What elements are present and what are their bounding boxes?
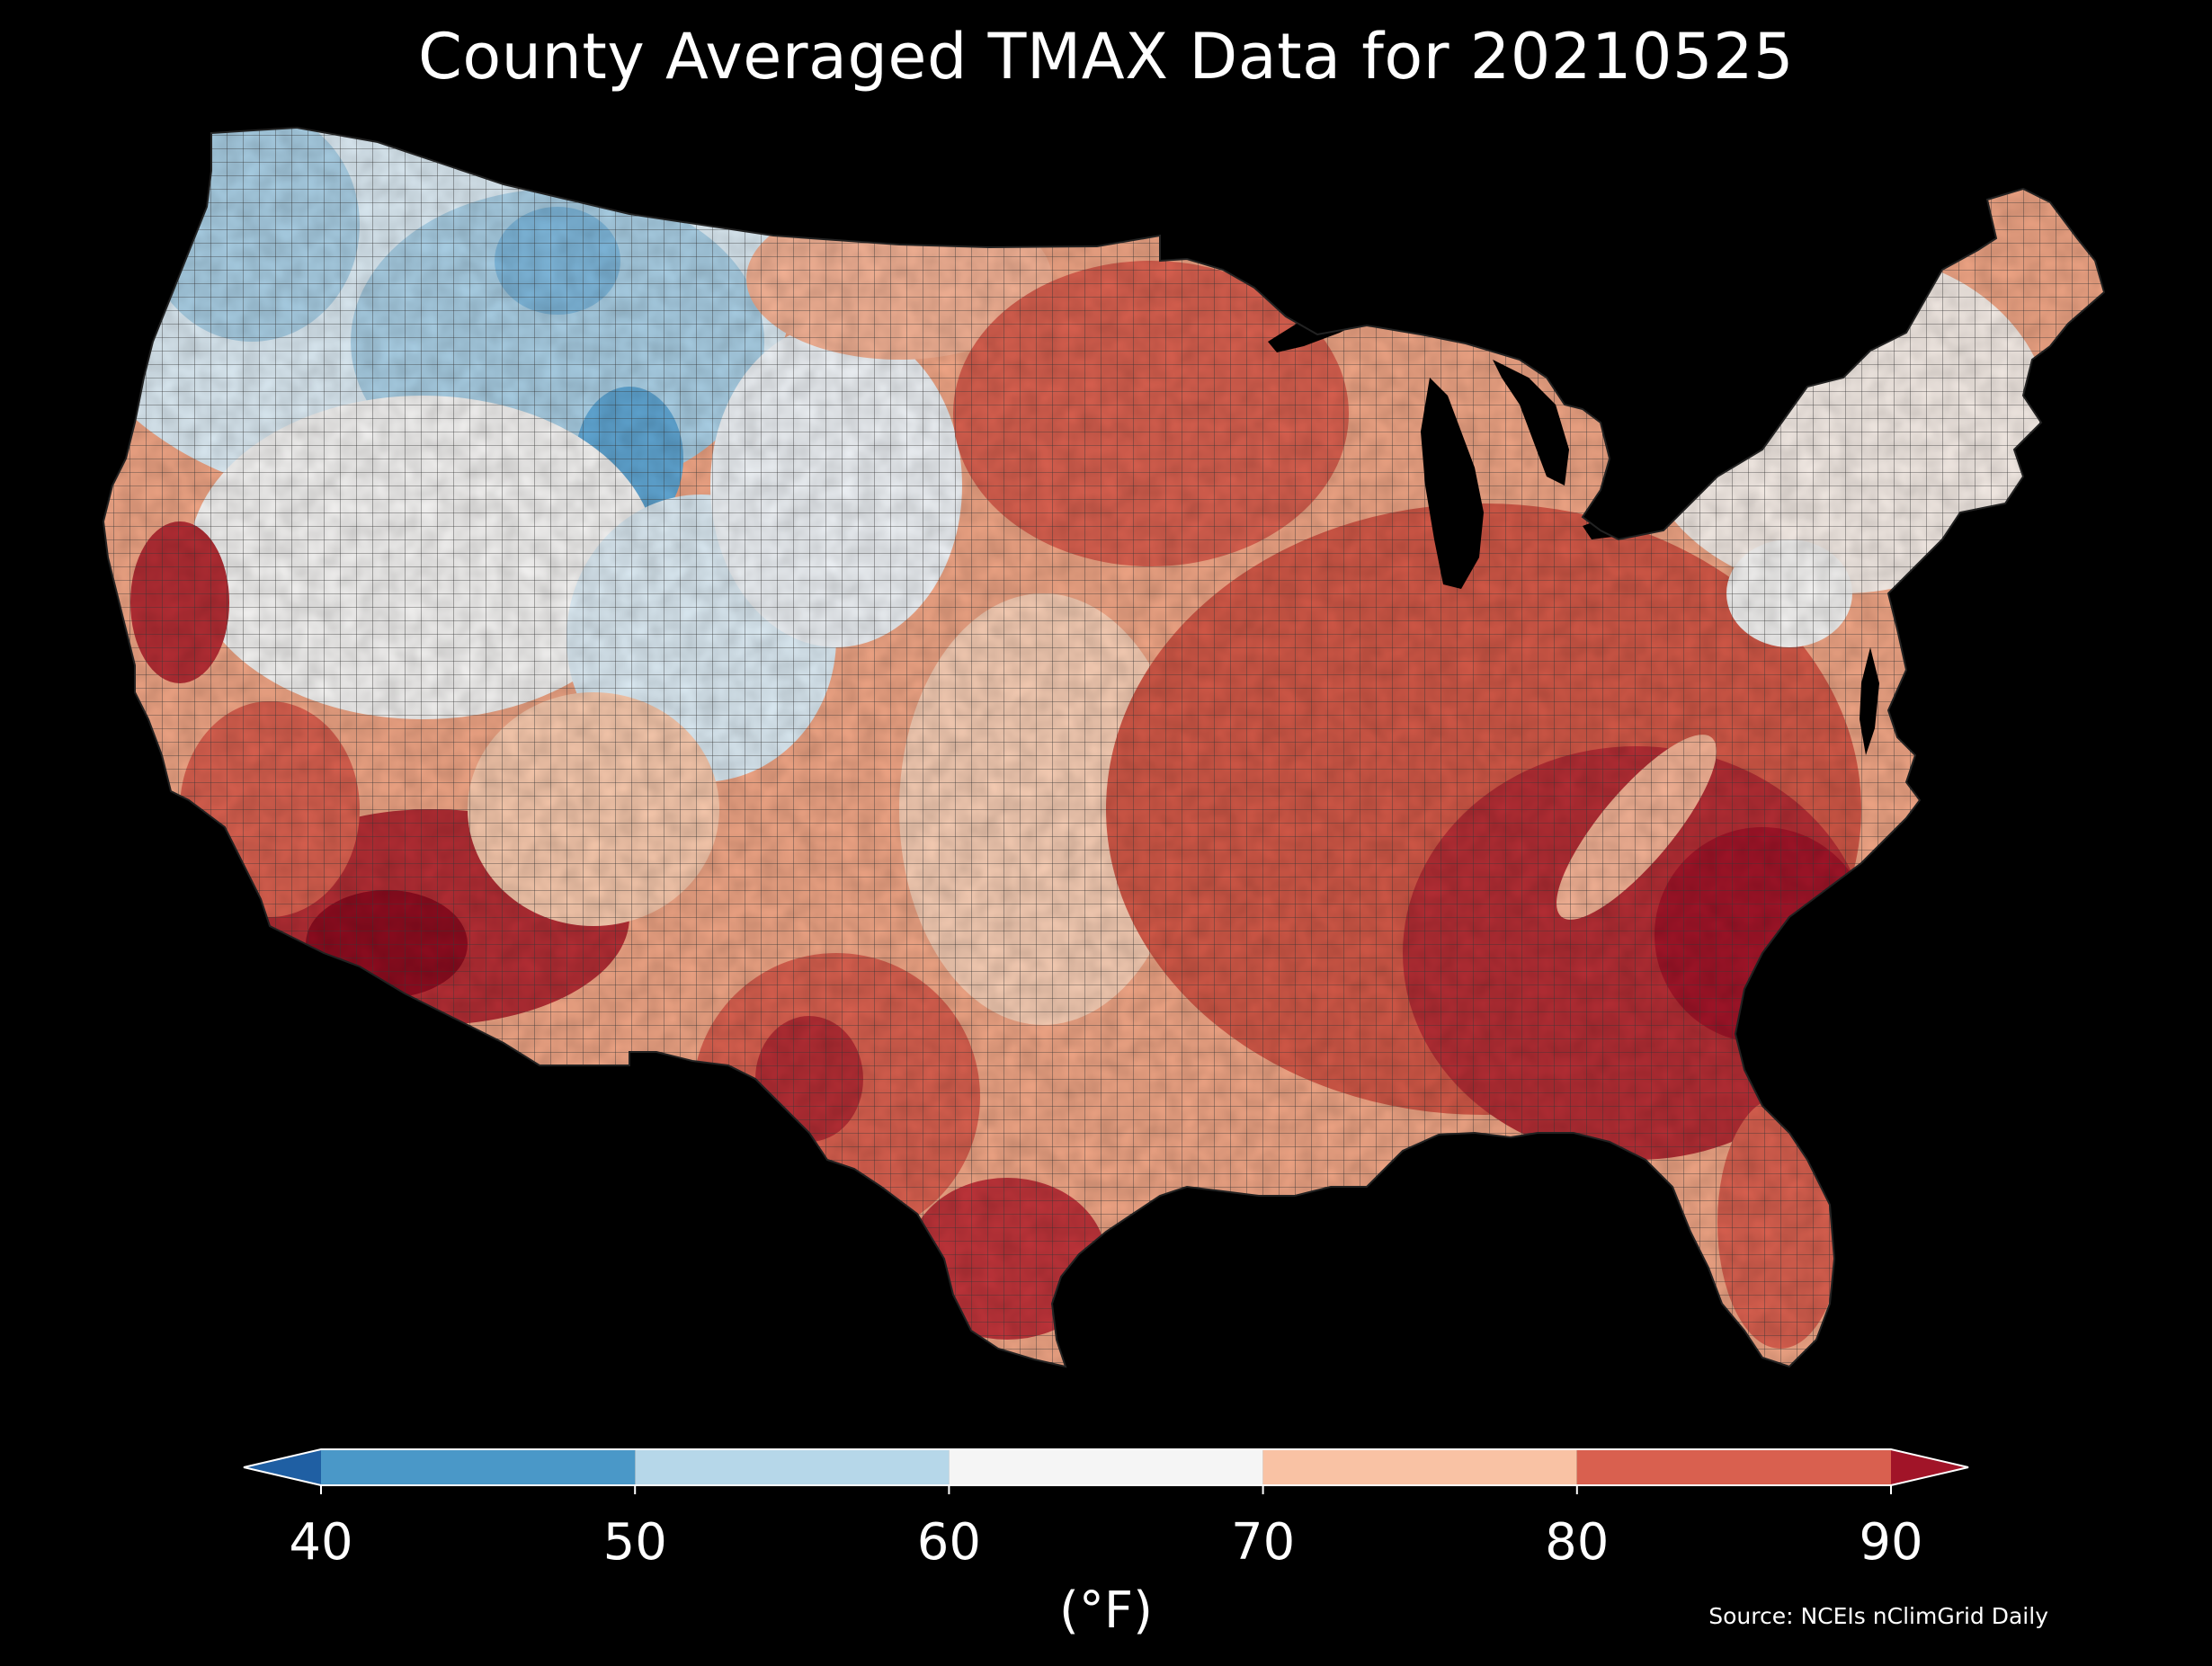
colorbar-label: (°F) [1059, 1581, 1153, 1640]
colorbar-bin-50-60 [635, 1449, 950, 1485]
colorbar-extend-over [1891, 1449, 1968, 1485]
colorbar-bin-40-50 [321, 1449, 636, 1485]
colorbar-bin-80-90 [1576, 1449, 1891, 1485]
colorbar-tick-label: 60 [917, 1513, 981, 1572]
colorbar-tick-label: 80 [1545, 1513, 1609, 1572]
colorbar-tick-label: 50 [603, 1513, 667, 1572]
source-note: Source: NCEIs nClimGrid Daily [1708, 1603, 2048, 1629]
colorbar-tick-label: 90 [1859, 1513, 1922, 1572]
lake-michigan [1421, 378, 1484, 589]
colorbar-bin-70-80 [1262, 1449, 1577, 1485]
lake-huron [1493, 360, 1569, 486]
colorbar: 40 50 60 70 80 90 (°F) [243, 1448, 1969, 1640]
lake-erie [1583, 499, 1690, 539]
colorbar-tick-label: 70 [1231, 1513, 1295, 1572]
colorbar-bins [243, 1448, 1969, 1486]
colorbar-bin-60-70 [949, 1449, 1263, 1485]
page-title: County Averaged TMAX Data for 20210525 [417, 20, 1795, 94]
colorbar-tick-label: 40 [289, 1513, 352, 1572]
us-outline [102, 126, 2106, 1368]
colorbar-extend-under [244, 1449, 321, 1485]
lake-superior [1268, 297, 1385, 352]
colorbar-ticks: 40 50 60 70 80 90 [289, 1485, 1923, 1572]
chesapeake-bay [1860, 647, 1879, 755]
